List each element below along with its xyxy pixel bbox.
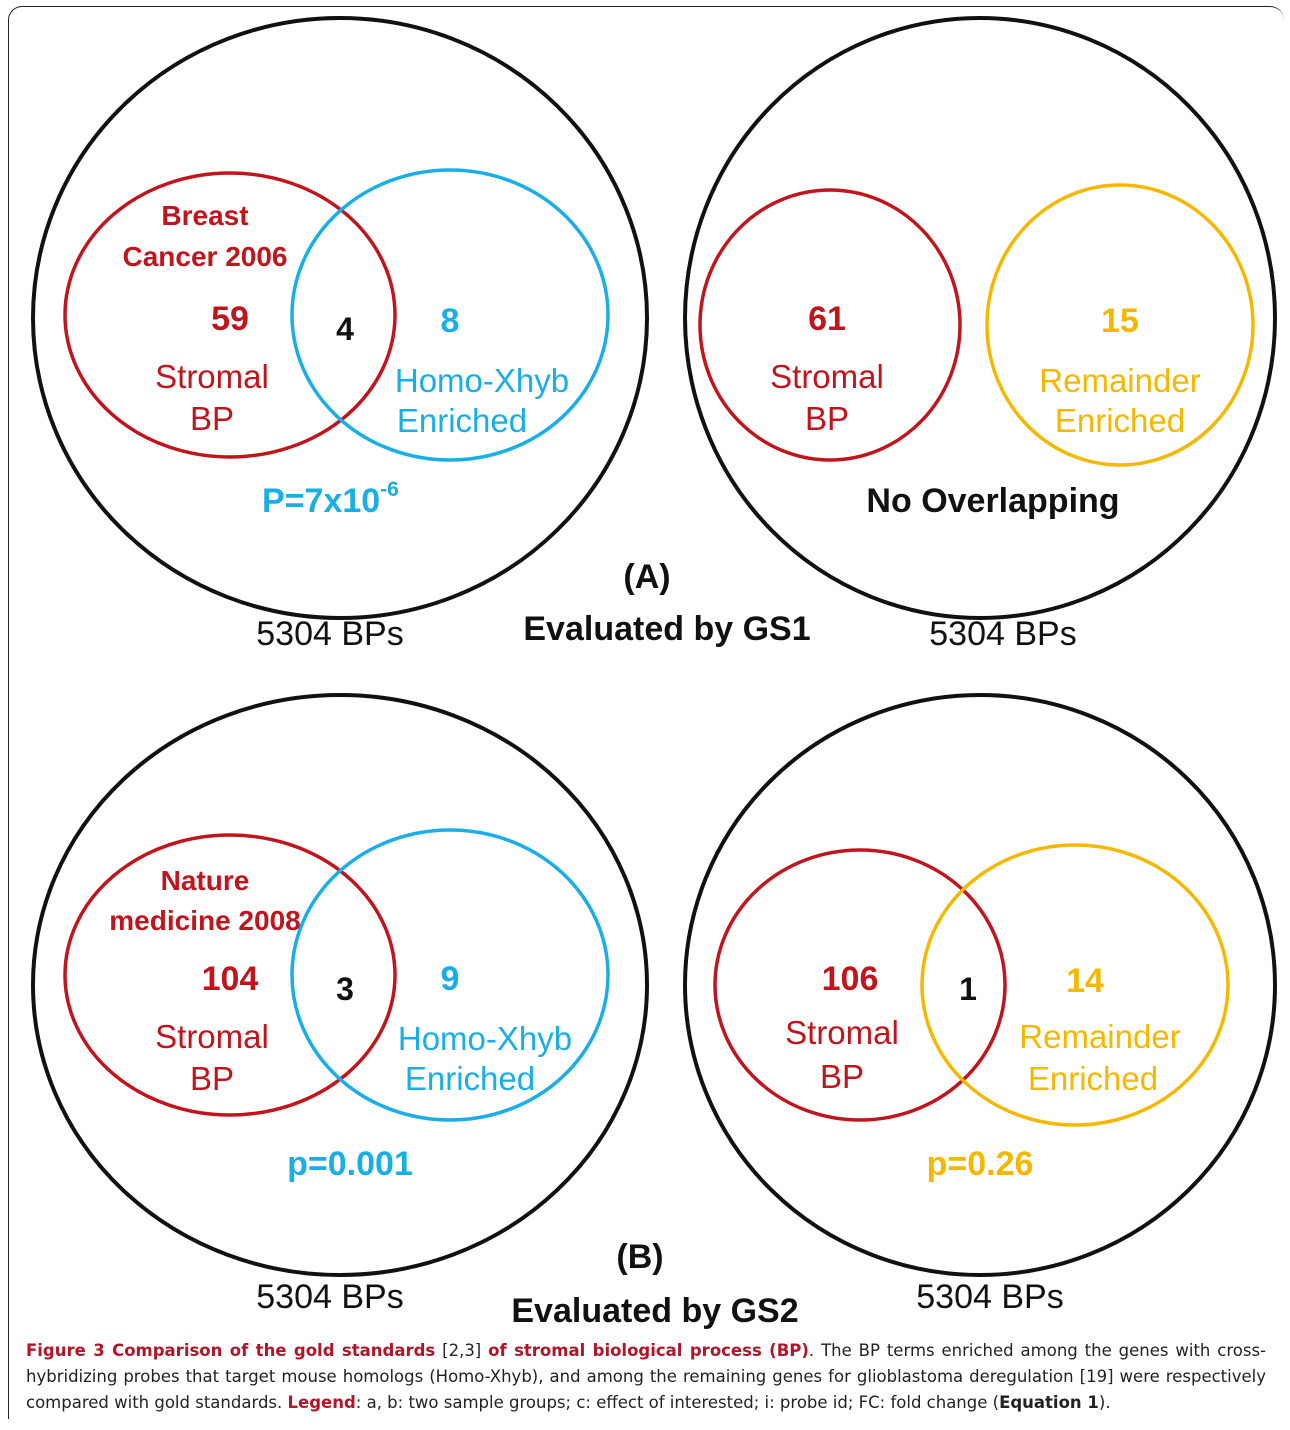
stromal-circle [63, 171, 397, 459]
universe-label: 5304 BPs [929, 615, 1076, 653]
gold-standard-title: Cancer 2006 [122, 241, 287, 272]
caption-legend-label: Legend [287, 1393, 356, 1412]
stromal-label: Stromal [785, 1014, 899, 1051]
p-value-exponent: -6 [380, 478, 399, 501]
homo-xhyb-count: 9 [441, 960, 460, 998]
stromal-circle [63, 833, 397, 1117]
stromal-label: BP [190, 1060, 234, 1097]
stromal-count: 106 [822, 960, 879, 998]
stromal-label: BP [820, 1058, 864, 1095]
homo-xhyb-label: Homo-Xhyb [398, 1020, 572, 1057]
remainder-label: Enriched [1028, 1060, 1158, 1097]
remainder-label: Remainder [1019, 1018, 1180, 1055]
stromal-count: 104 [202, 960, 259, 998]
p-value: p=0.001 [287, 1145, 413, 1183]
stromal-label: Stromal [155, 1018, 269, 1055]
homo-xhyb-label: Enriched [405, 1060, 535, 1097]
stromal-label: Stromal [770, 358, 884, 395]
caption-title-2: of stromal biological process (BP) [488, 1341, 809, 1360]
gold-standard-title: medicine 2008 [109, 905, 300, 936]
universe-label: 5304 BPs [256, 1278, 403, 1316]
universe-circle [31, 693, 649, 1277]
stromal-label: Stromal [155, 358, 269, 395]
homo-xhyb-label: Homo-Xhyb [395, 362, 569, 399]
overlap-count: 3 [336, 971, 354, 1007]
caption-refs: [2,3] [435, 1341, 489, 1360]
universe-label: 5304 BPs [256, 615, 403, 653]
panel-label-b: (B) [616, 1238, 663, 1276]
homo-xhyb-label: Enriched [397, 402, 527, 439]
remainder-circle [920, 843, 1230, 1127]
remainder-label: Remainder [1039, 362, 1200, 399]
remainder-circle [985, 183, 1255, 467]
figure-frame [8, 6, 1284, 1419]
universe-circle [683, 693, 1277, 1277]
stromal-circle [713, 848, 1007, 1122]
figure-caption: Figure 3 Comparison of the gold standard… [26, 1338, 1266, 1416]
remainder-label: Enriched [1055, 402, 1185, 439]
stromal-count: 61 [808, 300, 846, 338]
caption-body: . The BP terms enriched among the genes … [26, 1341, 1267, 1412]
remainder-count: 14 [1066, 962, 1104, 1000]
homo-xhyb-circle [290, 168, 610, 462]
panel-label-a: (A) [623, 558, 670, 596]
caption-legend-text: : a, b: two sample groups; c: effect of … [355, 1393, 1000, 1412]
stromal-count: 59 [211, 300, 249, 338]
homo-xhyb-count: 8 [441, 302, 460, 340]
panel-subtitle-b: Evaluated by GS2 [511, 1292, 798, 1330]
gold-standard-title: Nature [161, 865, 250, 896]
caption-end: ). [1098, 1393, 1111, 1412]
venn-b-left: Nature medicine 2008 104 Stromal BP 3 9 … [31, 693, 649, 1316]
universe-circle [683, 16, 1277, 620]
caption-title: Figure 3 Comparison of the gold standard… [26, 1341, 436, 1360]
overlap-count: 4 [336, 311, 354, 347]
stromal-label: BP [805, 400, 849, 437]
overlap-note: No Overlapping [866, 482, 1119, 520]
remainder-count: 15 [1101, 302, 1139, 340]
stromal-circle [698, 188, 962, 462]
universe-label: 5304 BPs [916, 1278, 1063, 1316]
caption-equation: Equation 1 [999, 1393, 1099, 1412]
panel-subtitle-a: Evaluated by GS1 [523, 610, 810, 648]
p-value: p=0.26 [927, 1145, 1034, 1183]
universe-circle [31, 16, 649, 620]
venn-a-left: Breast Cancer 2006 59 Stromal BP 4 8 Hom… [31, 16, 649, 653]
gold-standard-title: Breast [161, 200, 248, 231]
homo-xhyb-circle [290, 828, 610, 1122]
stromal-label: BP [190, 400, 234, 437]
p-value: P=7x10-6 [262, 478, 399, 520]
overlap-count: 1 [959, 971, 977, 1007]
venn-a-right: 61 Stromal BP 15 Remainder Enriched No O… [683, 16, 1277, 653]
venn-b-right: 106 Stromal BP 1 14 Remainder Enriched p… [683, 693, 1277, 1316]
